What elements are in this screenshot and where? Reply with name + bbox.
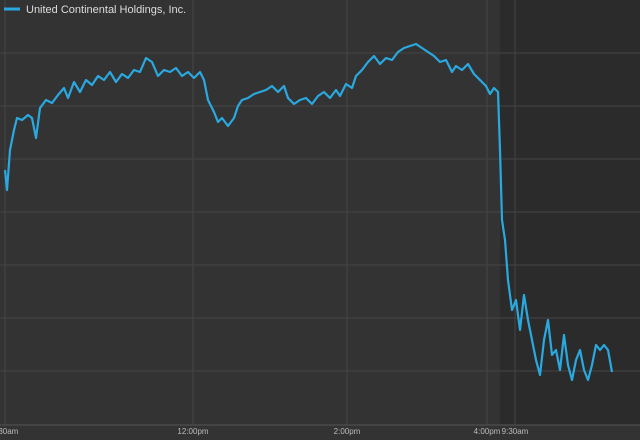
x-tick-label: 12:00pm: [177, 427, 208, 436]
x-tick-label: 9:30am: [502, 427, 529, 436]
price-line: [3, 42, 614, 382]
horizontal-grid: [0, 52, 640, 372]
legend-label: United Continental Holdings, Inc.: [26, 4, 186, 16]
x-tick-label: 2:00pm: [334, 427, 361, 436]
x-tick-label: 9:30am: [0, 427, 19, 436]
x-tick-label: 4:00pm: [474, 427, 501, 436]
